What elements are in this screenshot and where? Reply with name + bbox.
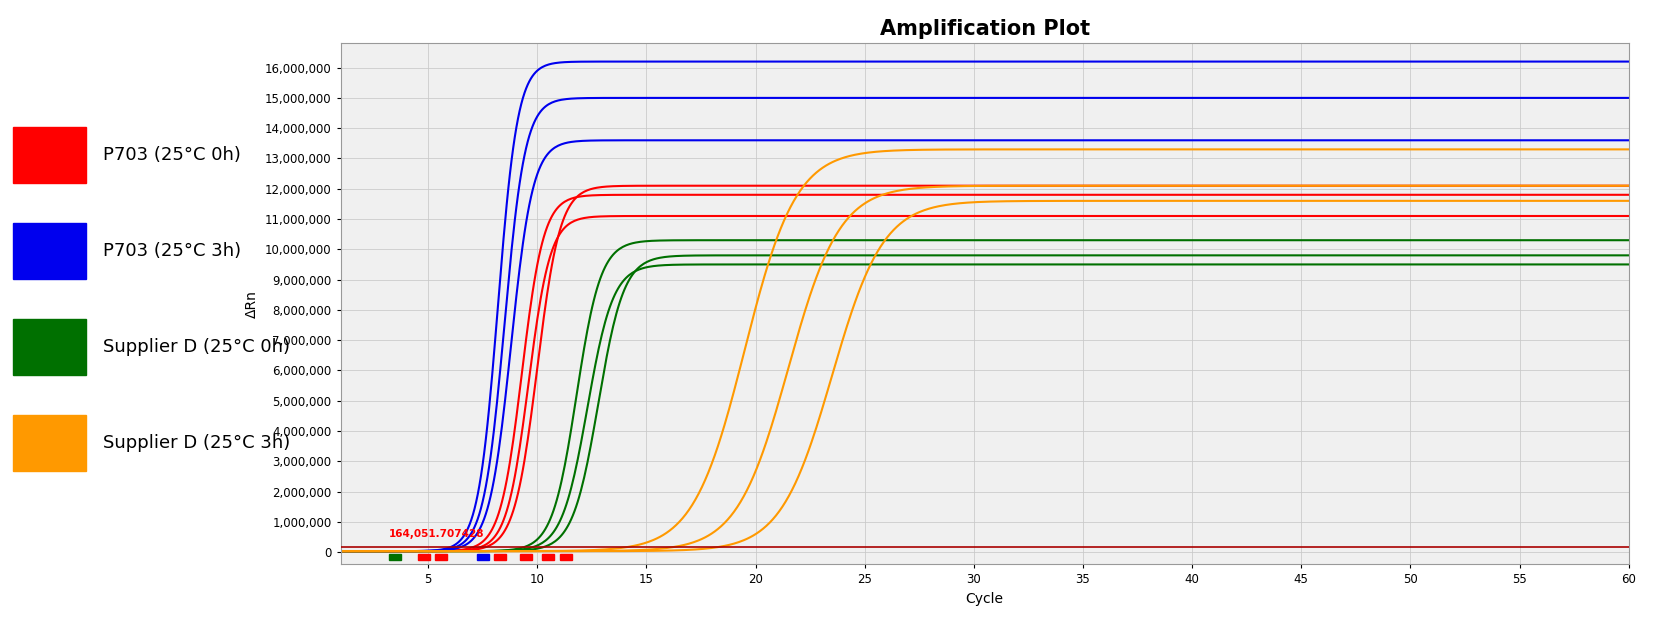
Text: 164,051.707428: 164,051.707428 xyxy=(389,528,484,539)
Bar xyxy=(520,554,532,560)
Bar xyxy=(13,127,86,183)
Text: P703 (25°C 0h): P703 (25°C 0h) xyxy=(103,146,241,164)
Text: P703 (25°C 3h): P703 (25°C 3h) xyxy=(103,242,241,260)
Bar xyxy=(13,415,86,471)
Bar xyxy=(542,554,553,560)
Bar xyxy=(13,319,86,375)
Bar xyxy=(389,554,401,560)
Bar xyxy=(417,554,430,560)
Bar xyxy=(13,223,86,279)
Bar xyxy=(477,554,489,560)
Text: Supplier D (25°C 3h): Supplier D (25°C 3h) xyxy=(103,434,291,453)
Bar xyxy=(435,554,447,560)
Bar xyxy=(494,554,507,560)
X-axis label: Cycle: Cycle xyxy=(966,591,1004,606)
Text: Supplier D (25°C 0h): Supplier D (25°C 0h) xyxy=(103,338,291,356)
Bar xyxy=(560,554,572,560)
Y-axis label: ΔRn: ΔRn xyxy=(246,290,259,317)
Title: Amplification Plot: Amplification Plot xyxy=(879,19,1090,39)
